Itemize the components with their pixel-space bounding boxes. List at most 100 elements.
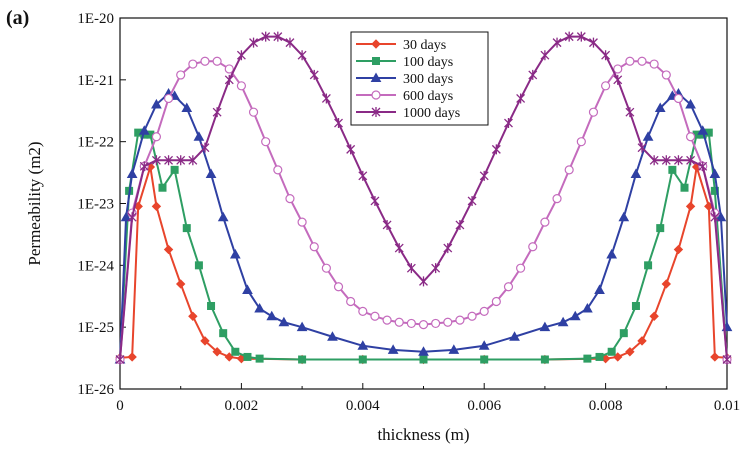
data-point: [637, 56, 647, 66]
data-point: [419, 276, 428, 287]
data-point: [637, 142, 647, 153]
data-point: [649, 155, 659, 166]
data-point: [710, 352, 720, 362]
data-point: [236, 81, 246, 91]
data-point: [200, 56, 210, 66]
data-point: [219, 329, 228, 338]
data-point: [321, 263, 331, 273]
data-point: [151, 132, 162, 142]
data-point: [207, 301, 216, 310]
data-point: [594, 284, 605, 294]
data-point: [619, 329, 628, 338]
y-tick-label: 1E-22: [77, 135, 114, 151]
data-point: [194, 261, 203, 270]
data-point: [668, 165, 677, 174]
data-point: [205, 168, 217, 178]
data-point: [576, 137, 586, 147]
data-point: [673, 155, 683, 166]
data-point: [654, 102, 666, 113]
data-point: [406, 263, 416, 274]
data-point: [685, 132, 696, 142]
data-point: [266, 310, 278, 321]
data-point: [552, 37, 562, 48]
data-point: [613, 74, 623, 85]
data-point: [625, 107, 635, 118]
data-point: [680, 183, 689, 192]
panel-label: (a): [6, 7, 29, 29]
data-point: [631, 301, 640, 310]
data-point: [297, 50, 307, 61]
data-point: [715, 211, 727, 222]
legend-item: 100 days: [356, 55, 453, 70]
data-point: [231, 347, 240, 356]
data-point: [261, 137, 271, 147]
data-point: [685, 201, 696, 212]
data-point: [606, 248, 618, 259]
data-point: [212, 56, 222, 66]
data-point: [448, 344, 460, 354]
data-point: [285, 194, 295, 204]
data-point: [176, 70, 186, 80]
legend-label: 30 days: [403, 38, 446, 53]
x-tick-label: 0: [116, 398, 124, 414]
data-point: [175, 279, 186, 289]
data-point: [138, 125, 150, 135]
data-point: [644, 261, 653, 270]
data-point: [431, 318, 441, 329]
data-point: [188, 155, 198, 166]
data-point: [710, 212, 720, 223]
legend-label: 100 days: [403, 55, 453, 70]
data-point: [607, 347, 616, 356]
data-point: [249, 37, 258, 48]
data-point: [193, 131, 205, 141]
data-point: [685, 98, 696, 109]
data-point: [254, 303, 265, 313]
legend-swatch-marker: [371, 107, 381, 117]
data-point: [600, 81, 611, 91]
data-point: [182, 224, 191, 233]
data-point: [248, 107, 259, 117]
data-point: [649, 311, 659, 321]
data-point: [382, 315, 392, 325]
data-point: [618, 211, 630, 222]
data-point: [382, 219, 392, 230]
legend-swatch-marker: [372, 57, 380, 65]
data-point: [273, 31, 283, 42]
legend: 30 days 100 days 300 days 600 days 1000 days: [350, 31, 489, 126]
data-point: [120, 211, 132, 222]
data-point: [509, 331, 520, 341]
data-point: [503, 282, 514, 292]
data-point: [576, 31, 586, 42]
data-point: [151, 155, 161, 166]
data-point: [296, 321, 308, 332]
data-point: [661, 155, 671, 166]
data-point: [273, 165, 283, 175]
data-point: [479, 170, 489, 181]
data-point: [467, 195, 477, 206]
data-point: [346, 296, 356, 307]
data-point: [126, 168, 138, 178]
data-point: [698, 161, 708, 172]
data-point: [673, 93, 684, 104]
data-point: [710, 186, 719, 195]
data-point: [212, 107, 222, 118]
data-point: [229, 248, 241, 259]
y-tick-label: 1E-21: [77, 73, 114, 89]
data-point: [139, 161, 149, 172]
y-tick-label: 1E-20: [77, 11, 114, 27]
legend-swatch-marker: [370, 72, 382, 82]
data-point: [261, 31, 271, 42]
data-point: [170, 165, 179, 174]
data-point: [583, 354, 592, 363]
x-tick-label: 0.008: [589, 398, 623, 414]
data-point: [278, 316, 290, 327]
data-point: [539, 321, 551, 332]
data-point: [491, 144, 501, 155]
y-tick-label: 1E-24: [77, 258, 114, 274]
series-line: [119, 92, 728, 360]
data-point: [309, 242, 319, 252]
data-point: [491, 296, 501, 307]
data-point: [516, 263, 526, 273]
data-point: [285, 37, 295, 48]
